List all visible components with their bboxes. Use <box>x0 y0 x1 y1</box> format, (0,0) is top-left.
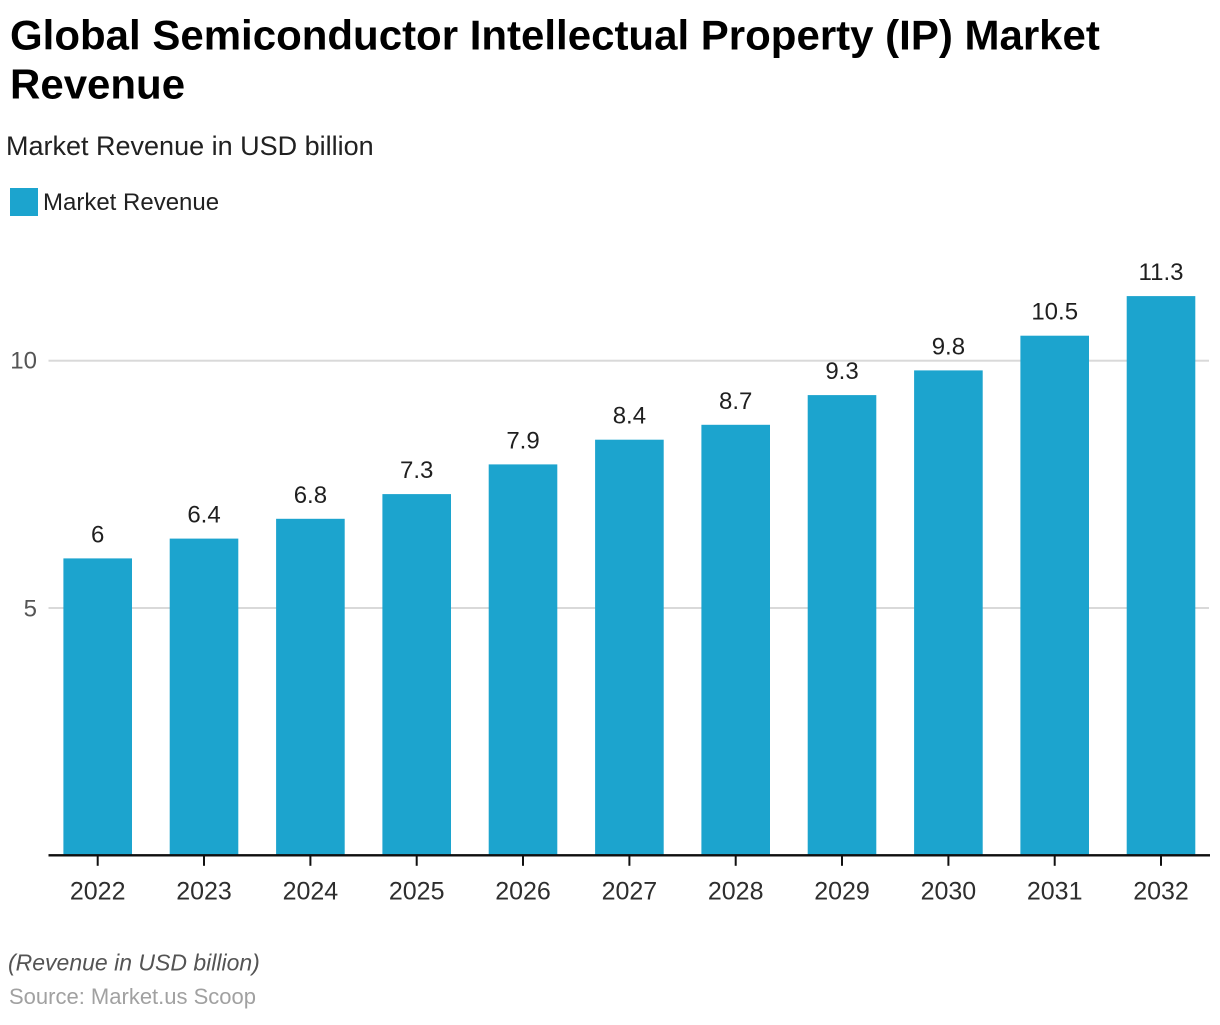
svg-text:2029: 2029 <box>814 877 870 905</box>
svg-text:2022: 2022 <box>70 877 126 905</box>
svg-text:2030: 2030 <box>921 877 977 905</box>
svg-text:10: 10 <box>10 348 37 375</box>
svg-text:2032: 2032 <box>1133 877 1189 905</box>
svg-text:7.3: 7.3 <box>400 457 433 484</box>
svg-text:6: 6 <box>91 521 104 548</box>
svg-text:8.7: 8.7 <box>719 388 752 415</box>
svg-text:Global Semiconductor Intellect: Global Semiconductor Intellectual Proper… <box>10 11 1100 58</box>
svg-text:8.4: 8.4 <box>613 403 646 430</box>
svg-text:9.8: 9.8 <box>932 333 965 360</box>
svg-text:5: 5 <box>24 595 37 622</box>
svg-text:6.4: 6.4 <box>187 502 220 529</box>
svg-text:Source: Market.us Scoop: Source: Market.us Scoop <box>9 984 256 1009</box>
svg-text:2028: 2028 <box>708 877 764 905</box>
svg-text:11.3: 11.3 <box>1139 259 1184 286</box>
svg-text:9.3: 9.3 <box>825 358 858 385</box>
svg-text:7.9: 7.9 <box>506 427 539 454</box>
svg-text:6.8: 6.8 <box>294 482 327 509</box>
svg-text:2031: 2031 <box>1027 877 1083 905</box>
svg-text:2027: 2027 <box>602 877 658 905</box>
svg-text:2023: 2023 <box>176 877 232 905</box>
svg-text:Market Revenue in USD billion: Market Revenue in USD billion <box>6 131 374 161</box>
svg-text:Revenue: Revenue <box>10 61 185 108</box>
svg-text:2024: 2024 <box>283 877 339 905</box>
svg-text:(Revenue in USD billion): (Revenue in USD billion) <box>8 950 260 976</box>
svg-text:2025: 2025 <box>389 877 445 905</box>
svg-text:10.5: 10.5 <box>1031 299 1078 326</box>
svg-text:2026: 2026 <box>495 877 551 905</box>
svg-text:Market Revenue: Market Revenue <box>43 189 219 216</box>
